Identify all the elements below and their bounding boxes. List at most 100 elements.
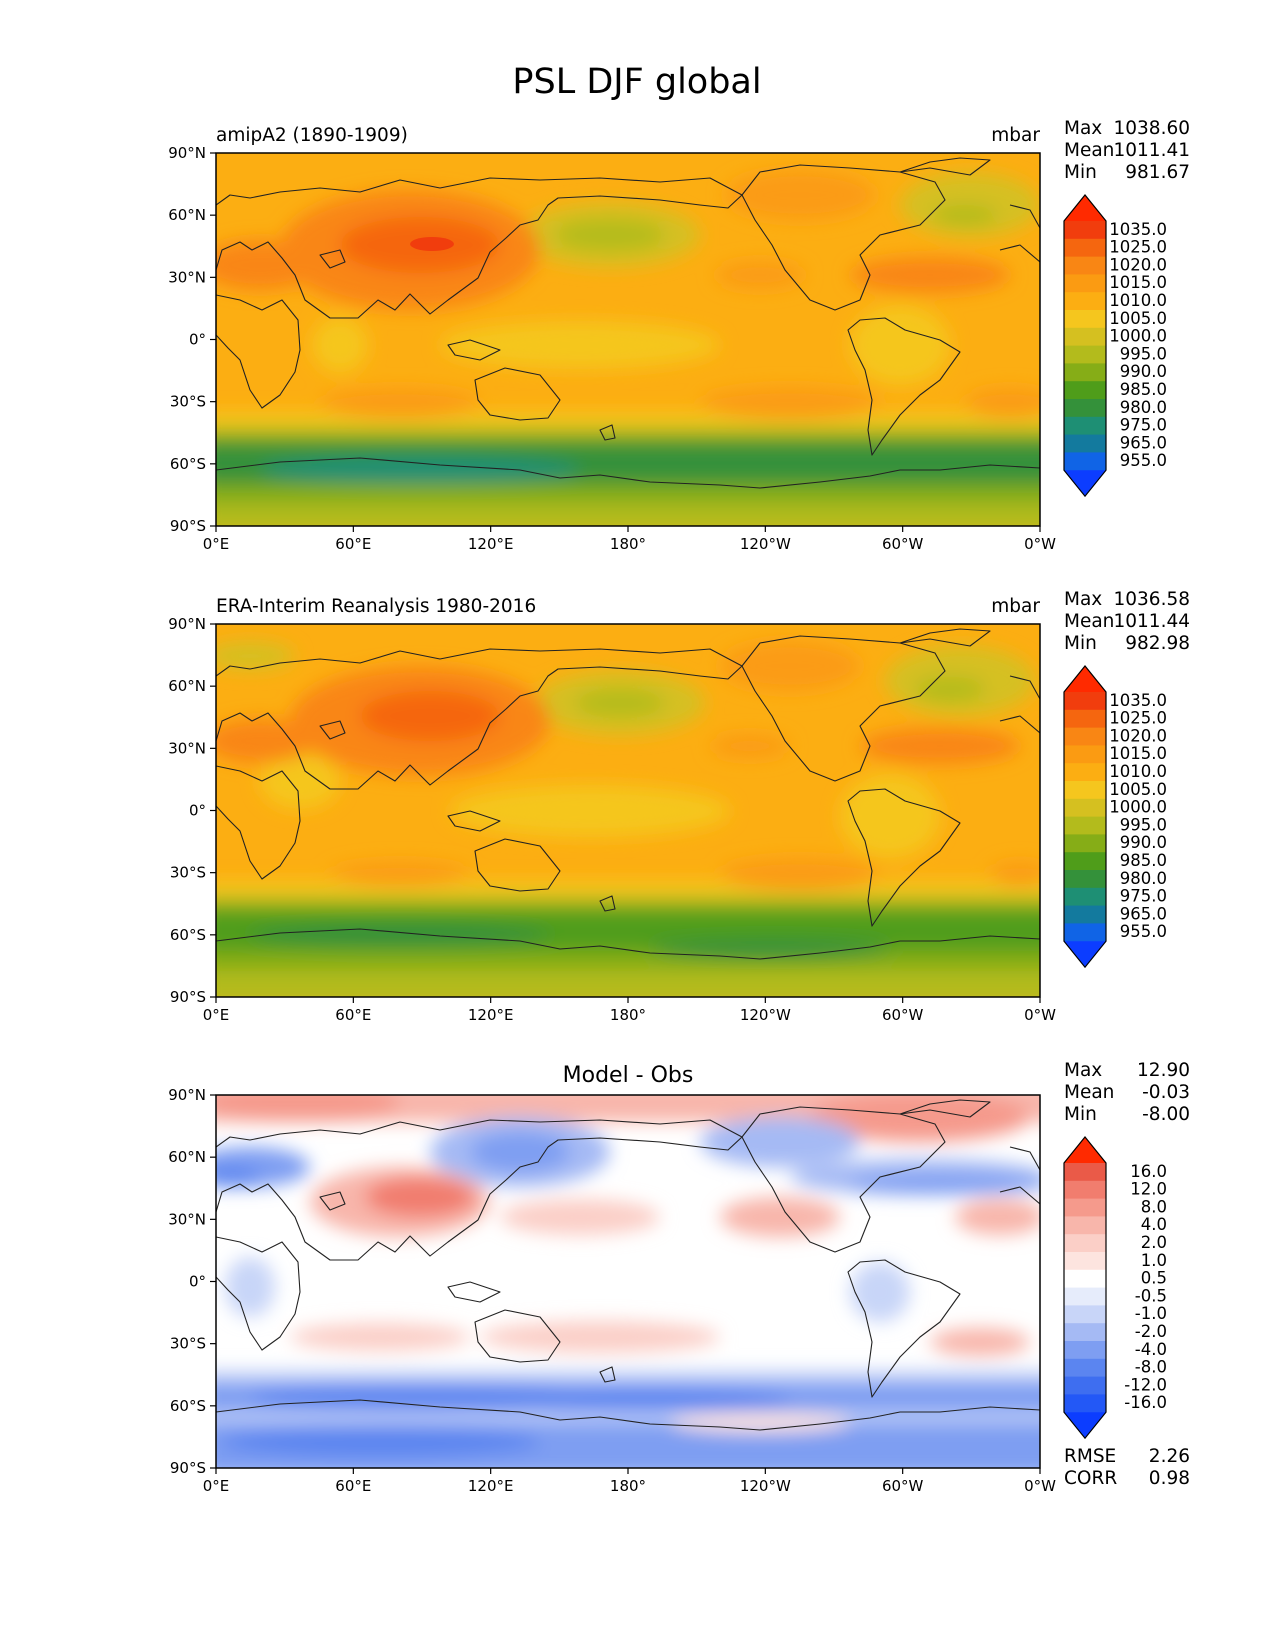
stat-value: -8.00: [1142, 1104, 1190, 1125]
colorbar-segment: [1064, 923, 1106, 942]
colorbar-segment: [1064, 292, 1106, 311]
lat-tick-label: 60°N: [168, 206, 206, 224]
figure-title: PSL DJF global: [512, 62, 761, 102]
colorbar-segment: [1064, 852, 1106, 871]
lon-tick-label: 0°E: [203, 1006, 230, 1024]
panel-obs-label: ERA-Interim Reanalysis 1980-2016: [216, 596, 536, 617]
lon-tick-label: 0°W: [1024, 1006, 1056, 1024]
lon-tick-label: 60°E: [335, 535, 371, 553]
metric-value: 2.26: [1149, 1446, 1190, 1467]
stat-value: 1011.41: [1113, 140, 1190, 161]
colorbar-label: 8.0: [1141, 1197, 1167, 1216]
stat-label: Max: [1064, 118, 1102, 139]
stat-value: 981.67: [1125, 162, 1190, 183]
colorbar-max-arrow: [1064, 195, 1106, 221]
colorbar-segment: [1064, 727, 1106, 746]
stat-value: 12.90: [1137, 1060, 1190, 1081]
lat-tick-label: 30°S: [170, 393, 206, 411]
colorbar-label: 1025.0: [1109, 238, 1167, 257]
colorbar-label: 995.0: [1120, 344, 1167, 363]
panel-obs-lon-ticks: 0°E 60°E 120°E 180° 120°W 60°W 0°W: [203, 997, 1056, 1024]
colorbar-label: 955.0: [1120, 451, 1167, 470]
colorbar-label: 980.0: [1120, 398, 1167, 417]
colorbar-label: 1035.0: [1109, 691, 1167, 710]
colorbar-segment: [1064, 763, 1106, 782]
siberian-high-core: [410, 237, 454, 251]
lat-tick-label: 90°S: [170, 1459, 206, 1477]
colorbar-label: 16.0: [1130, 1162, 1167, 1181]
stat-label: Min: [1064, 633, 1097, 654]
colorbar-segment: [1064, 905, 1106, 924]
colorbar-segment: [1064, 1163, 1106, 1182]
panel-obs-units: mbar: [991, 596, 1040, 617]
lon-tick-label: 0°W: [1024, 1477, 1056, 1495]
colorbar-max-arrow: [1064, 1137, 1106, 1163]
colorbar-segment: [1064, 363, 1106, 382]
colorbar-segment: [1064, 345, 1106, 364]
stat-label: Max: [1064, 1060, 1102, 1081]
stat-label: Mean: [1064, 611, 1114, 632]
colorbar-label: 965.0: [1120, 433, 1167, 452]
colorbar-segment: [1064, 434, 1106, 453]
colorbar-label: 1000.0: [1109, 798, 1167, 817]
colorbar-label: -1.0: [1135, 1304, 1167, 1323]
lat-tick-label: 60°N: [168, 1148, 206, 1166]
stat-value: 1038.60: [1113, 118, 1190, 139]
panel-model-map: [216, 153, 1040, 526]
lat-tick-label: 90°S: [170, 517, 206, 535]
colorbar-min-arrow: [1064, 470, 1106, 497]
panel-diff: Model - Obs: [168, 1060, 1190, 1495]
colorbar-outline: [1063, 1136, 1107, 1440]
colorbar-segment: [1064, 1323, 1106, 1342]
stat-label: Max: [1064, 589, 1102, 610]
lon-tick-label: 120°E: [468, 535, 514, 553]
panel-model: amipA2 (1890-1909) mbar: [168, 118, 1190, 553]
metric-label: CORR: [1064, 1468, 1117, 1489]
colorbar-segment: [1064, 1287, 1106, 1306]
colorbar-segment: [1064, 816, 1106, 835]
lat-tick-label: 60°N: [168, 677, 206, 695]
panel-model-units: mbar: [991, 125, 1040, 146]
colorbar-segment: [1064, 416, 1106, 436]
lon-tick-label: 120°W: [740, 1006, 791, 1024]
colorbar-segment: [1064, 1234, 1106, 1253]
lon-tick-label: 180°: [610, 1477, 646, 1495]
lat-tick-label: 30°S: [170, 864, 206, 882]
panel-diff-lon-ticks: 0°E 60°E 120°E 180° 120°W 60°W 0°W: [203, 1468, 1056, 1495]
stat-value: 982.98: [1125, 633, 1190, 654]
colorbar-segment: [1064, 327, 1106, 347]
lon-tick-label: 0°E: [203, 535, 230, 553]
lat-tick-label: 90°S: [170, 988, 206, 1006]
colorbar-segment: [1064, 381, 1106, 400]
colorbar-segment: [1064, 1252, 1106, 1271]
lon-tick-label: 180°: [610, 535, 646, 553]
lon-tick-label: 120°E: [468, 1477, 514, 1495]
colorbar-label: 955.0: [1120, 922, 1167, 941]
colorbar-segment: [1064, 1198, 1106, 1217]
colorbar-label: -4.0: [1135, 1340, 1167, 1359]
lat-tick-label: 30°N: [168, 739, 206, 757]
stat-value: -0.03: [1142, 1082, 1190, 1103]
panel-diff-map: [216, 1095, 1040, 1468]
colorbar-label: -16.0: [1124, 1393, 1167, 1412]
colorbar-label: 975.0: [1120, 416, 1167, 435]
colorbar-segment: [1064, 238, 1106, 258]
lat-tick-label: 0°: [189, 802, 206, 820]
colorbar-segment: [1064, 274, 1106, 293]
colorbar-label: 1000.0: [1109, 327, 1167, 346]
colorbar-label: 1035.0: [1109, 220, 1167, 239]
colorbar-segment: [1064, 1394, 1106, 1413]
metric-value: 0.98: [1149, 1468, 1190, 1489]
colorbar-label: 1.0: [1141, 1251, 1167, 1270]
lon-tick-label: 60°W: [882, 1006, 924, 1024]
colorbar-label: 12.0: [1130, 1180, 1167, 1199]
lat-tick-label: 30°N: [168, 1210, 206, 1228]
panel-model-lon-ticks: 0°E 60°E 120°E 180° 120°W 60°W 0°W: [203, 526, 1056, 553]
colorbar-segment: [1064, 870, 1106, 889]
panel-diff-title: Model - Obs: [563, 1063, 694, 1088]
lat-tick-label: 30°N: [168, 268, 206, 286]
colorbar-label: 1005.0: [1109, 780, 1167, 799]
lat-tick-label: 0°: [189, 331, 206, 349]
